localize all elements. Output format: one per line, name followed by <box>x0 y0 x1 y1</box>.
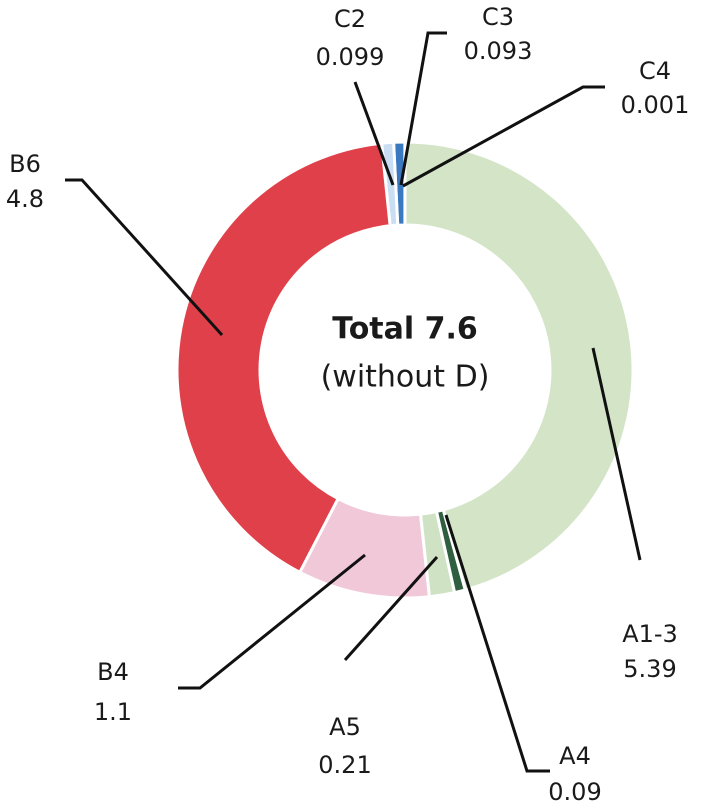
label-name: A5 <box>329 713 361 741</box>
label-value: 0.093 <box>464 37 533 65</box>
leader-line <box>178 553 366 690</box>
donut-segment <box>403 140 635 592</box>
leader-line <box>591 347 642 561</box>
leader-line <box>65 178 224 337</box>
leader-line <box>402 85 605 188</box>
center-subtitle: (without D) <box>321 360 490 395</box>
label-name: B4 <box>97 658 129 686</box>
label-name: A1-3 <box>622 620 678 648</box>
label-name: A4 <box>559 742 591 770</box>
label-value: 4.8 <box>6 185 44 213</box>
leader-line <box>353 81 395 186</box>
donut-segment <box>297 496 432 600</box>
label-name: C4 <box>639 57 671 85</box>
label-value: 0.09 <box>548 778 601 806</box>
label-value: 5.39 <box>623 655 676 683</box>
label-name: C2 <box>334 5 366 33</box>
leader-line <box>343 556 439 661</box>
label-value: 1.1 <box>94 698 132 726</box>
leader-line <box>444 514 550 773</box>
label-name: C3 <box>482 3 514 31</box>
center-title: Total 7.6 <box>332 312 478 347</box>
label-value: 0.099 <box>316 43 385 71</box>
donut-segment <box>175 141 392 575</box>
label-name: B6 <box>9 150 41 178</box>
leader-line <box>399 31 447 186</box>
label-value: 0.001 <box>621 91 690 119</box>
label-value: 0.21 <box>318 751 371 779</box>
